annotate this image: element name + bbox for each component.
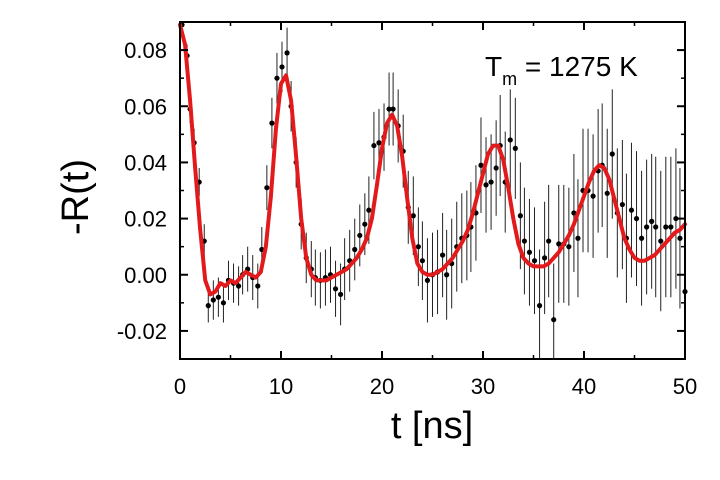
data-point [284,50,290,56]
y-tick-label: 0.04 [124,150,167,175]
data-point [357,232,363,239]
data-point [410,213,416,219]
data-point [517,213,523,219]
data-point [255,283,261,289]
data-point [205,303,211,309]
data-point [337,291,344,298]
data-point [264,185,270,191]
data-point [478,162,484,168]
data-point [386,106,392,112]
data-point [619,201,625,208]
data-point [551,317,557,323]
data-point [390,106,396,112]
y-tick-label: 0.00 [124,263,167,288]
data-point [332,286,339,292]
x-tick-label: 40 [572,374,596,399]
data-point [279,64,285,70]
data-point [658,238,664,244]
data-point [633,215,640,222]
x-tick-label: 20 [370,374,394,399]
data-point [644,224,650,230]
temperature-annotation: Tm = 1275 K [485,51,638,89]
x-tick-label: 30 [471,374,495,399]
annotation-subscript: m [502,69,517,89]
data-point [440,252,446,258]
data-point [638,235,645,241]
annotation-rest: = 1275 K [517,51,638,82]
data-point [366,207,372,213]
annotation-main: T [485,51,502,82]
data-point [556,241,562,247]
data-point [507,137,513,143]
data-point [663,224,669,230]
data-point [536,303,543,309]
x-tick-label: 50 [673,374,697,399]
y-tick-labels: -0.02 0.00 0.02 0.04 0.06 0.08 [117,38,167,344]
data-point [609,151,615,157]
data-point [526,249,533,255]
y-axis-title: -R(t) [55,159,97,235]
data-point [220,300,227,306]
y-tick-label: 0.08 [124,38,167,63]
data-point [371,142,377,149]
x-axis-title: t [ns] [391,405,473,447]
data-point [362,221,368,227]
data-point [653,224,659,230]
data-point [628,207,635,213]
data-point [512,145,518,151]
data-point [274,75,280,81]
data-point [673,215,679,222]
data-point [566,244,572,250]
y-tick-label: 0.02 [124,207,167,232]
data-point [269,120,275,126]
data-point [419,258,425,264]
data-point [571,210,577,216]
data-point [546,238,552,244]
data-point [424,277,431,283]
data-point [352,246,358,253]
data-point [415,244,421,250]
data-point [215,294,221,300]
data-point [493,165,499,171]
data-point [604,190,610,196]
data-point [531,258,538,264]
data-point [575,235,581,241]
x-tick-label: 0 [174,374,186,399]
data-point [649,218,655,224]
data-point [488,179,494,185]
data-point [376,140,382,146]
data-point [677,235,683,241]
data-point [483,182,489,188]
data-point [590,193,596,199]
axis-ticks [179,22,686,359]
data-point [444,272,450,278]
y-tick-label: -0.02 [117,319,167,344]
x-tick-label: 10 [269,374,293,399]
data-point [542,255,548,261]
y-tick-label: 0.06 [124,94,167,119]
data-point [210,297,216,303]
data-point [668,224,674,230]
data-point [235,283,242,289]
x-tick-labels: 0 10 20 30 40 50 [174,374,697,399]
fit-line [178,22,687,297]
data-point [521,238,528,244]
